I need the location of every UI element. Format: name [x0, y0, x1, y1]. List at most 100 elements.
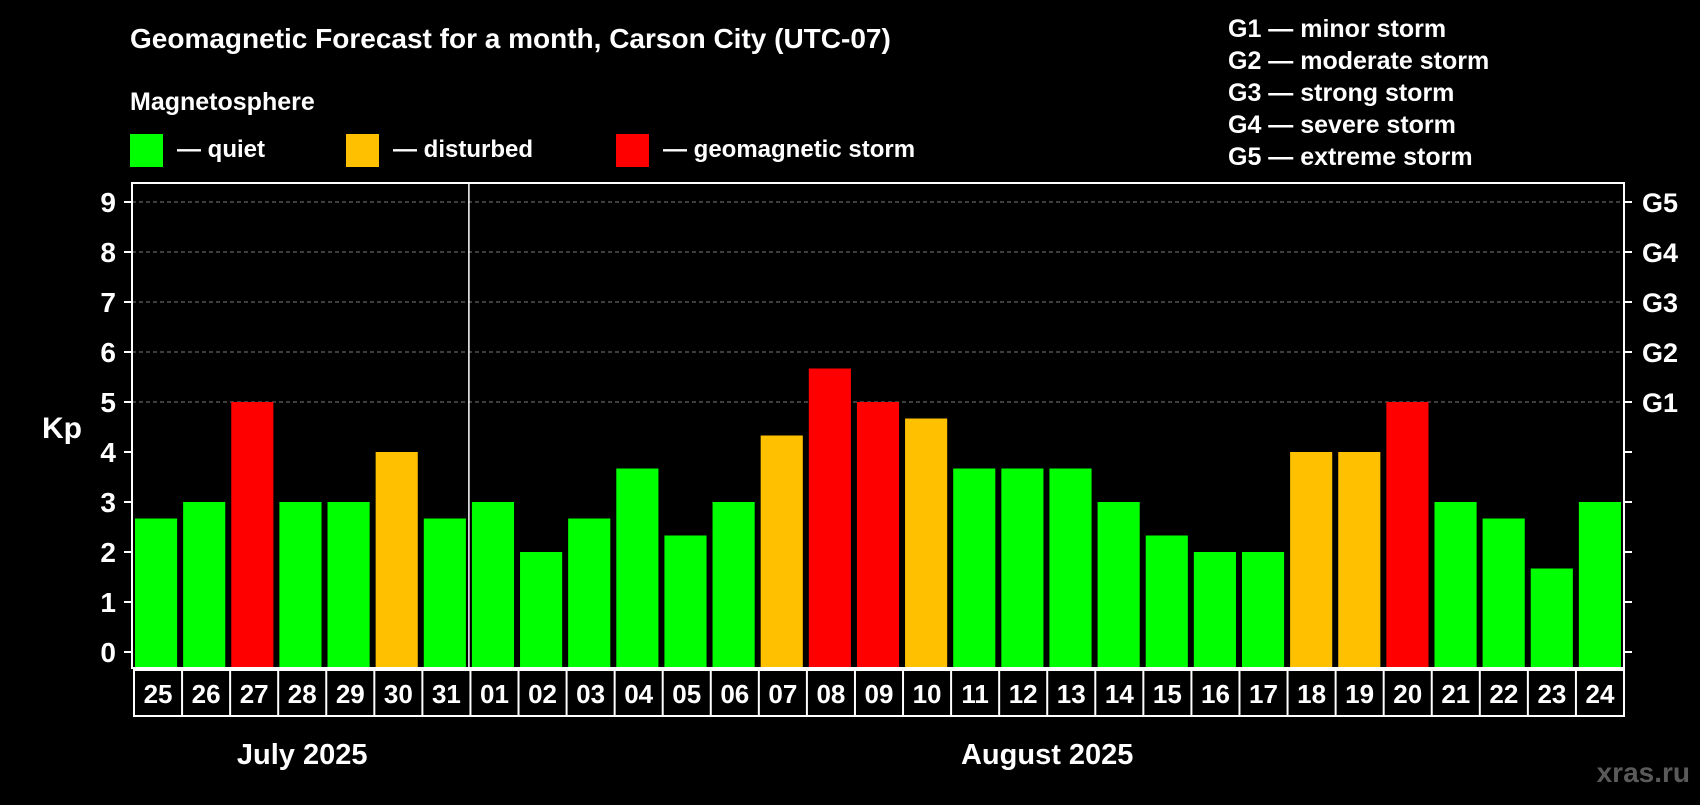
bar-28	[279, 502, 322, 668]
storm-scale-g3: G3 — strong storm	[1228, 79, 1454, 107]
day-label-08: 08	[816, 679, 845, 709]
day-label-06: 06	[720, 679, 749, 709]
bar-12	[1001, 468, 1044, 668]
day-label-22: 22	[1489, 679, 1518, 709]
bar-24	[1578, 502, 1621, 668]
day-label-14: 14	[1105, 679, 1134, 709]
day-label-13: 13	[1057, 679, 1086, 709]
bar-29	[327, 502, 370, 668]
right-tick-label-G2: G2	[1642, 338, 1678, 368]
bar-23	[1530, 568, 1573, 668]
bar-19	[1338, 452, 1381, 668]
y-tick-label-5: 5	[100, 387, 116, 418]
day-label-25: 25	[144, 679, 173, 709]
right-tick-label-G4: G4	[1642, 238, 1678, 268]
bar-26	[183, 502, 226, 668]
bar-05	[664, 535, 707, 668]
y-tick-label-4: 4	[100, 437, 116, 468]
legend-heading: Magnetosphere	[130, 88, 315, 116]
day-label-18: 18	[1297, 679, 1326, 709]
plot-frame	[131, 182, 1625, 669]
bar-02	[520, 552, 563, 668]
bar-21	[1434, 502, 1477, 668]
storm-scale-g4: G4 — severe storm	[1228, 111, 1456, 139]
day-label-31: 31	[432, 679, 461, 709]
y-tick-label-3: 3	[100, 487, 116, 518]
storm-scale-g1: G1 — minor storm	[1228, 15, 1446, 43]
bar-09	[856, 402, 900, 668]
day-label-21: 21	[1441, 679, 1470, 709]
storm-scale-g5: G5 — extreme storm	[1228, 143, 1473, 171]
day-label-11: 11	[961, 679, 989, 709]
day-label-28: 28	[288, 679, 317, 709]
day-cells-frame	[133, 669, 1625, 717]
day-label-17: 17	[1249, 679, 1278, 709]
legend-quiet: — quiet	[130, 134, 265, 167]
day-label-04: 04	[624, 679, 653, 709]
day-label-29: 29	[336, 679, 365, 709]
bar-31	[423, 518, 466, 668]
day-label-23: 23	[1537, 679, 1566, 709]
day-label-15: 15	[1153, 679, 1182, 709]
bar-22	[1482, 518, 1525, 668]
day-label-27: 27	[240, 679, 269, 709]
bar-16	[1193, 552, 1236, 668]
legend-disturbed-swatch	[346, 134, 379, 167]
day-label-03: 03	[576, 679, 605, 709]
day-label-24: 24	[1586, 679, 1615, 709]
legend-storm-label: — geomagnetic storm	[663, 136, 915, 163]
day-label-26: 26	[192, 679, 221, 709]
y-tick-label-6: 6	[100, 337, 116, 368]
bar-17	[1241, 552, 1285, 668]
day-label-09: 09	[865, 679, 894, 709]
bar-27	[231, 402, 274, 668]
day-label-05: 05	[672, 679, 701, 709]
month-label: August 2025	[961, 739, 1133, 771]
right-tick-label-G3: G3	[1642, 288, 1678, 318]
legend-storm-swatch	[616, 134, 649, 167]
y-tick-label-7: 7	[100, 287, 116, 318]
day-label-10: 10	[913, 679, 942, 709]
day-label-16: 16	[1201, 679, 1230, 709]
bar-08	[808, 368, 851, 668]
y-tick-label-9: 9	[100, 187, 116, 218]
bar-11	[953, 468, 996, 668]
bar-30	[375, 452, 418, 668]
y-axis-label: Kp	[42, 412, 82, 445]
bar-10	[905, 418, 948, 668]
bar-15	[1145, 535, 1188, 668]
legend-disturbed: — disturbed	[346, 134, 533, 167]
legend-quiet-label: — quiet	[177, 136, 265, 163]
bar-04	[616, 468, 659, 668]
y-tick-label-1: 1	[100, 587, 116, 618]
day-label-02: 02	[528, 679, 557, 709]
storm-scale-g2: G2 — moderate storm	[1228, 47, 1489, 75]
bar-14	[1097, 502, 1140, 668]
right-tick-label-G5: G5	[1642, 188, 1678, 218]
right-tick-label-G1: G1	[1642, 388, 1678, 418]
day-label-07: 07	[768, 679, 797, 709]
bar-06	[712, 502, 755, 668]
y-tick-label-0: 0	[100, 637, 116, 668]
bar-13	[1049, 468, 1092, 668]
day-label-01: 01	[480, 679, 509, 709]
day-label-20: 20	[1393, 679, 1422, 709]
y-tick-label-2: 2	[100, 537, 116, 568]
y-tick-label-8: 8	[100, 237, 116, 268]
bar-20	[1386, 402, 1429, 668]
storm-scale-legend: G1 — minor storm G2 — moderate storm G3 …	[1228, 15, 1489, 171]
legend-storm: — geomagnetic storm	[616, 134, 915, 167]
legend-quiet-swatch	[130, 134, 163, 167]
bar-03	[568, 518, 611, 668]
watermark: xras.ru	[1597, 757, 1690, 788]
legend-disturbed-label: — disturbed	[393, 136, 533, 163]
month-label: July 2025	[237, 739, 368, 771]
day-label-12: 12	[1009, 679, 1038, 709]
bar-18	[1290, 452, 1333, 668]
chart-title: Geomagnetic Forecast for a month, Carson…	[130, 23, 891, 54]
day-label-30: 30	[384, 679, 413, 709]
bar-07	[760, 435, 803, 668]
bar-01	[471, 502, 515, 668]
